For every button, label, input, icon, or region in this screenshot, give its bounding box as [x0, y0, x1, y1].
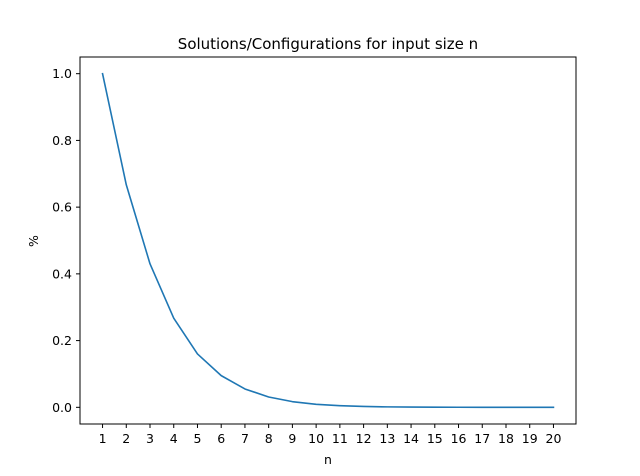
x-tick-label: 7: [241, 431, 249, 446]
y-tick-label: 1.0: [52, 66, 72, 81]
y-tick-label: 0.0: [52, 400, 72, 415]
x-tick-label: 13: [379, 431, 395, 446]
y-tick-label: 0.6: [52, 200, 72, 215]
x-tick-label: 18: [498, 431, 514, 446]
x-tick-label: 16: [451, 431, 467, 446]
y-tick-label: 0.2: [52, 333, 72, 348]
y-tick-label: 0.8: [52, 133, 72, 148]
x-tick-label: 8: [265, 431, 273, 446]
x-axis-label: n: [324, 452, 332, 467]
axis-ticks: 1 2 3 4 5 6 7 8 9 10 11 12 13 14 15 16 17 18 19 200.00.20.4…: [52, 66, 561, 446]
x-tick-label: 2: [122, 431, 130, 446]
x-tick-label: 5: [193, 431, 201, 446]
chart-title: Solutions/Configurations for input size …: [178, 35, 478, 53]
x-tick-label: 20: [546, 431, 562, 446]
x-tick-label: 3: [146, 431, 154, 446]
x-tick-label: 12: [356, 431, 372, 446]
x-tick-label: 11: [332, 431, 348, 446]
x-tick-label: 15: [427, 431, 443, 446]
x-tick-label: 17: [474, 431, 490, 446]
x-tick-label: 4: [170, 431, 178, 446]
axes-frame: [79, 56, 577, 425]
x-tick-label: 10: [308, 431, 324, 446]
series-line: [101, 72, 555, 409]
x-tick-label: 14: [403, 431, 419, 446]
x-tick-label: 9: [288, 431, 296, 446]
x-tick-label: 6: [217, 431, 225, 446]
x-tick-label: 1: [99, 431, 107, 446]
y-tick-label: 0.4: [52, 266, 72, 281]
plot-area: [101, 72, 555, 409]
y-axis-label: %: [26, 235, 41, 247]
x-tick-label: 19: [522, 431, 538, 446]
